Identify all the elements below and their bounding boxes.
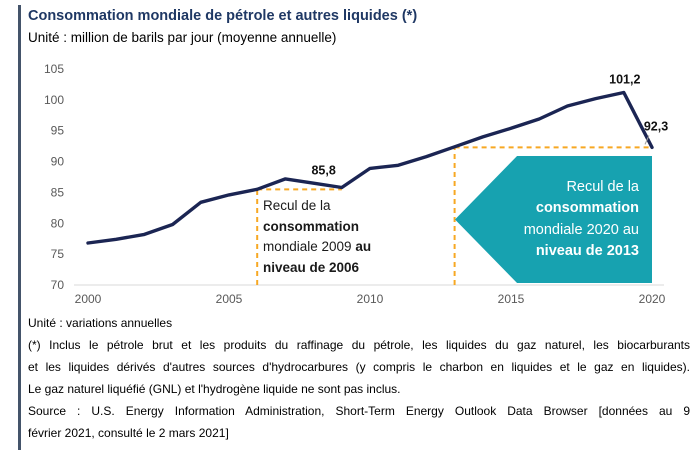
y-axis-tick-label: 75 [51, 247, 65, 261]
data-point-label: 85,8 [311, 163, 335, 177]
annotation-2020-line1: Recul de la [566, 178, 639, 195]
line-chart: 70 75 80 85 90 95 100 105 2000 2005 2010 2015 2020 85… [30, 58, 690, 310]
chart-unit-subtitle: Unité : million de barils par jour (moye… [28, 30, 337, 45]
data-point-label: 101,2 [609, 72, 640, 86]
x-axis-tick-label: 2000 [75, 292, 102, 306]
y-axis-tick-label: 105 [44, 62, 64, 76]
x-axis-tick-label: 2005 [216, 292, 243, 306]
footer-notes: Unité : variations annuelles (*) Inclus … [28, 312, 690, 444]
y-axis-tick-label: 90 [51, 155, 65, 169]
chart-title: Consommation mondiale de pétrole et autr… [28, 8, 418, 24]
data-point-label: 92,3 [644, 119, 668, 133]
line-chart-canvas: 70 75 80 85 90 95 100 105 2000 2005 2010 2015 2020 85… [44, 62, 668, 306]
footer-unit-note: Unité : variations annuelles [28, 316, 173, 330]
annotation-2009-line1: Recul de la [263, 198, 331, 213]
y-axis-tick-label: 100 [44, 93, 64, 107]
footnote-line-3: Le gaz naturel liquéfié (GNL) et l'hydro… [28, 382, 401, 396]
footnote-line-2: et les liquides dérivés d'autres sources… [28, 360, 690, 374]
footnote-line-1: (*) Inclus le pétrole brut et les produi… [28, 338, 690, 352]
annotation-2009-line4: niveau de 2006 [263, 259, 360, 275]
annotation-2020-line2: consommation [535, 200, 639, 216]
source-line-2: février 2021, consulté le 2 mars 2021] [28, 426, 229, 440]
source-line-1: Source : U.S. Energy Information Adminis… [28, 404, 690, 418]
annotation-2009: Recul de la consommation mondiale 2009 a… [263, 196, 403, 278]
x-axis-tick-label: 2010 [357, 292, 384, 306]
y-axis-tick-label: 70 [51, 278, 65, 292]
consumption-line-series [86, 90, 654, 245]
point-label-leader-line [644, 135, 650, 145]
left-accent-bar [18, 5, 21, 450]
annotation-2020-line4: niveau de 2013 [535, 243, 639, 259]
x-axis-tick-label: 2020 [639, 292, 666, 306]
annotation-2009-line2: consommation [263, 218, 360, 234]
y-axis-tick-label: 85 [51, 185, 65, 199]
annotation-2009-line3: mondiale 2009 au [263, 239, 372, 254]
x-axis-tick-label: 2015 [498, 292, 525, 306]
y-axis-tick-label: 95 [51, 124, 65, 138]
y-axis-tick-label: 80 [51, 216, 65, 230]
annotation-2020-line3: mondiale 2020 au [523, 221, 639, 238]
